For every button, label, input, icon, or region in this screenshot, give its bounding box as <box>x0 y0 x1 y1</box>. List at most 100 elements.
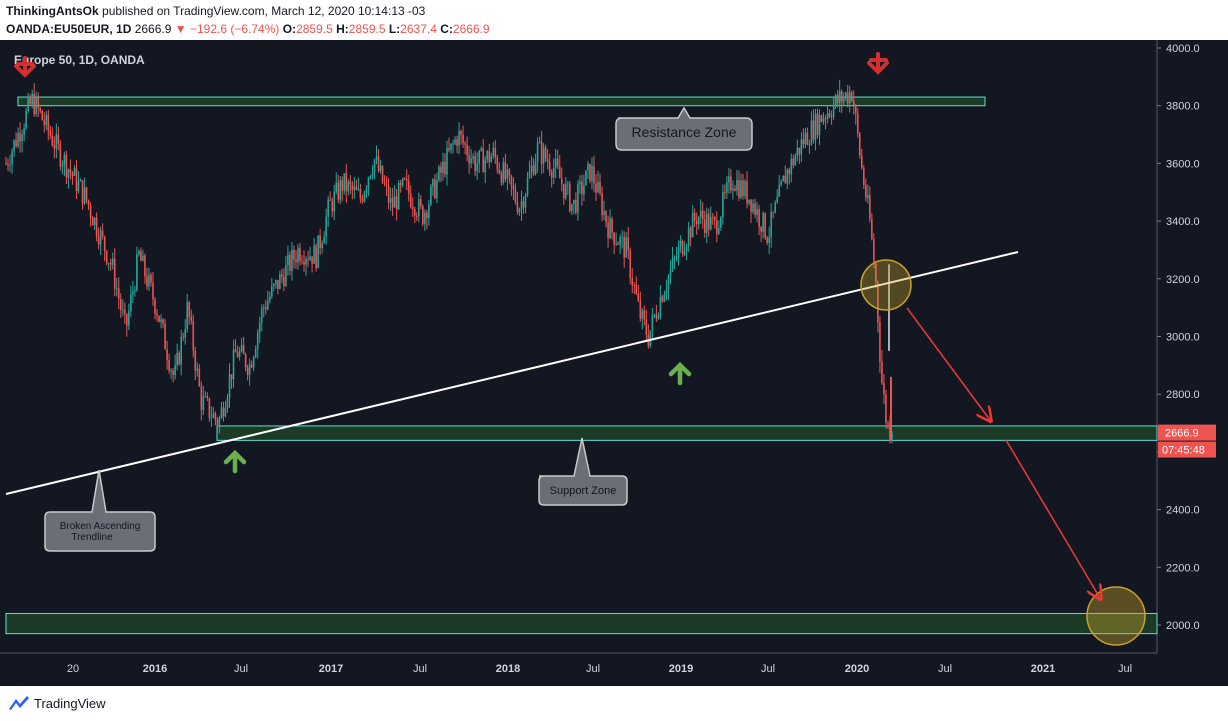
candle-body <box>722 191 724 218</box>
candle-body <box>156 313 158 316</box>
candle-body <box>126 314 128 326</box>
candle-body <box>313 245 315 264</box>
candle-body <box>375 156 378 160</box>
y-tick-label: 2400.0 <box>1166 505 1200 517</box>
last-price-tag <box>1158 424 1216 441</box>
candle-body <box>393 196 396 208</box>
candle-body <box>202 396 205 410</box>
candle-body <box>325 216 327 237</box>
candle-body <box>478 150 481 164</box>
candle-body <box>444 161 446 175</box>
candle-body <box>341 180 344 191</box>
candle-body <box>353 186 356 190</box>
candle-body <box>248 364 251 375</box>
candle-body <box>635 285 638 294</box>
chart-area[interactable]: Europe 50, 1D, OANDA 4000.0 3800.0 3600.0 3… <box>0 40 1228 686</box>
candle-body <box>860 155 863 169</box>
candle-body <box>564 184 567 199</box>
candle-body <box>258 322 261 333</box>
candle-body <box>369 175 372 178</box>
candle-body <box>629 250 632 279</box>
candle-body <box>560 178 563 184</box>
candle-body <box>89 205 92 218</box>
candle-body <box>673 257 676 259</box>
price-axis: 4000.0 3800.0 3600.0 3400.0 3200.0 3000.0 2800… <box>1157 43 1200 632</box>
candle-body <box>863 168 865 185</box>
candle-body <box>260 308 263 323</box>
candle-body <box>428 204 430 219</box>
candle-body <box>820 115 823 122</box>
candle-body <box>180 336 182 365</box>
candle-body <box>262 307 265 309</box>
candle-body <box>7 163 9 166</box>
candle-body <box>150 274 152 283</box>
candle-body <box>583 185 585 195</box>
candle-body <box>329 199 331 201</box>
candle-body <box>297 248 299 263</box>
candle-body <box>186 302 189 330</box>
candle-body <box>653 314 656 316</box>
candle-body <box>558 166 561 179</box>
candle-body <box>154 299 156 314</box>
candle-body <box>619 237 621 245</box>
candle-body <box>355 186 358 190</box>
candle-body <box>275 279 277 285</box>
candle-body <box>726 182 728 193</box>
candle-body <box>858 133 861 156</box>
candle-body <box>599 181 601 194</box>
candle-body <box>810 120 813 145</box>
candle-body <box>671 258 674 270</box>
candle-body <box>371 171 374 176</box>
candle-body <box>579 181 581 185</box>
x-tick-label: 2017 <box>319 663 343 675</box>
candle-body <box>605 211 607 223</box>
candle-body <box>105 250 108 264</box>
candle-body <box>540 141 543 164</box>
candle-body <box>840 91 843 102</box>
x-tick-label: 20 <box>67 663 79 675</box>
candle-body <box>446 148 448 175</box>
candle-body <box>889 422 891 440</box>
candle-body <box>170 370 172 372</box>
candle-body <box>651 314 654 331</box>
candle-body <box>881 361 883 384</box>
candle-body <box>162 319 164 324</box>
candle-body <box>750 199 752 212</box>
candle-body <box>138 251 140 255</box>
candle-body <box>828 113 831 117</box>
brand-name[interactable]: TradingView <box>34 696 106 711</box>
author-name[interactable]: ThinkingAntsOk <box>6 4 99 18</box>
candle-body <box>379 165 382 171</box>
candle-body <box>65 154 68 178</box>
candle-body <box>9 164 11 166</box>
candle-body <box>363 192 366 202</box>
candle-body <box>91 217 94 226</box>
candle-body <box>716 220 718 234</box>
candle-body <box>107 262 110 264</box>
candle-body <box>27 97 29 111</box>
candle-body <box>768 237 770 243</box>
open-value: 2859.5 <box>296 22 333 36</box>
candle-body <box>641 310 644 319</box>
candle-body <box>268 296 271 301</box>
candle-body <box>562 183 565 199</box>
candle-body <box>699 210 702 217</box>
candle-body <box>742 180 744 197</box>
candle-body <box>212 413 215 418</box>
candle-body <box>166 349 168 360</box>
candle-body <box>434 179 436 199</box>
symbol-label[interactable]: OANDA:EU50EUR, 1D <box>6 22 132 36</box>
chart-canvas[interactable]: Europe 50, 1D, OANDA 4000.0 3800.0 3600.0 3… <box>0 40 1228 686</box>
candle-body <box>309 256 311 260</box>
candle-body <box>11 151 13 165</box>
candle-body <box>210 417 213 419</box>
candle-body <box>504 162 507 179</box>
candle-body <box>333 191 336 212</box>
candle-body <box>836 95 839 103</box>
candle-body <box>569 183 571 211</box>
candle-body <box>426 212 428 219</box>
publish-line: ThinkingAntsOk published on TradingView.… <box>6 4 425 18</box>
candle-body <box>766 237 768 243</box>
y-tick-label: 4000.0 <box>1166 43 1200 55</box>
candle-body <box>69 169 72 173</box>
